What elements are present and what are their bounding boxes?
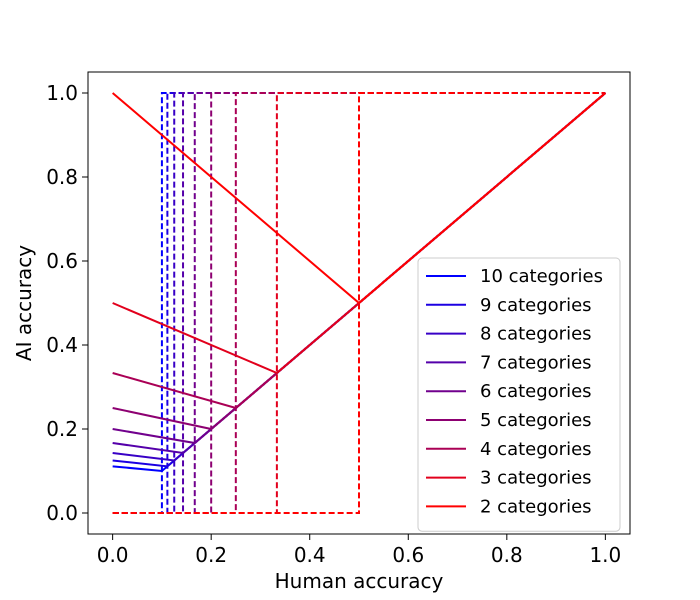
legend-box bbox=[417, 257, 621, 532]
legend-label-8-categories: 8 categories bbox=[480, 324, 592, 345]
axes: 0.0 0.2 0.4 0.6 0.8 1.0 0.0 0.2 0.4 0.6 0.8 1.0 Huma… bbox=[12, 71, 631, 593]
x-tick-label: 0.2 bbox=[195, 543, 227, 567]
dashed-line-4-categories bbox=[112, 92, 606, 514]
x-tick-label: 1.0 bbox=[589, 543, 621, 567]
legend-label-7-categories: 7 categories bbox=[480, 352, 592, 373]
y-tick-label: 1.0 bbox=[46, 81, 78, 105]
legend-label-10-categories: 10 categories bbox=[480, 266, 603, 287]
x-tick-label: 0.6 bbox=[392, 543, 424, 567]
axes-frame bbox=[87, 71, 631, 535]
x-tick-label: 0.8 bbox=[491, 543, 523, 567]
y-tick-label: 0.2 bbox=[46, 417, 78, 441]
dashed-line-7-categories bbox=[112, 92, 606, 514]
x-tick-label: 0.4 bbox=[294, 543, 326, 567]
y-axis-label: AI accuracy bbox=[12, 245, 36, 361]
series-line-2-categories bbox=[111, 92, 607, 305]
y-tick-label: 0.6 bbox=[46, 249, 78, 273]
legend-label-3-categories: 3 categories bbox=[480, 468, 592, 489]
y-tick-label: 0.8 bbox=[46, 165, 78, 189]
legend-label-4-categories: 4 categories bbox=[480, 439, 592, 460]
y-tick-label: 0.4 bbox=[46, 333, 78, 357]
legend-label-6-categories: 6 categories bbox=[480, 381, 592, 402]
legend: 10 categories 9 categories 8 categories 7 c… bbox=[417, 257, 621, 532]
plot-area bbox=[111, 92, 607, 514]
y-tick-label: 0.0 bbox=[46, 501, 78, 525]
x-axis-label: Human accuracy bbox=[275, 569, 444, 593]
x-tick-label: 0.0 bbox=[97, 543, 129, 567]
legend-label-5-categories: 5 categories bbox=[480, 410, 592, 431]
legend-label-9-categories: 9 categories bbox=[480, 295, 592, 316]
legend-label-2-categories: 2 categories bbox=[480, 496, 592, 517]
